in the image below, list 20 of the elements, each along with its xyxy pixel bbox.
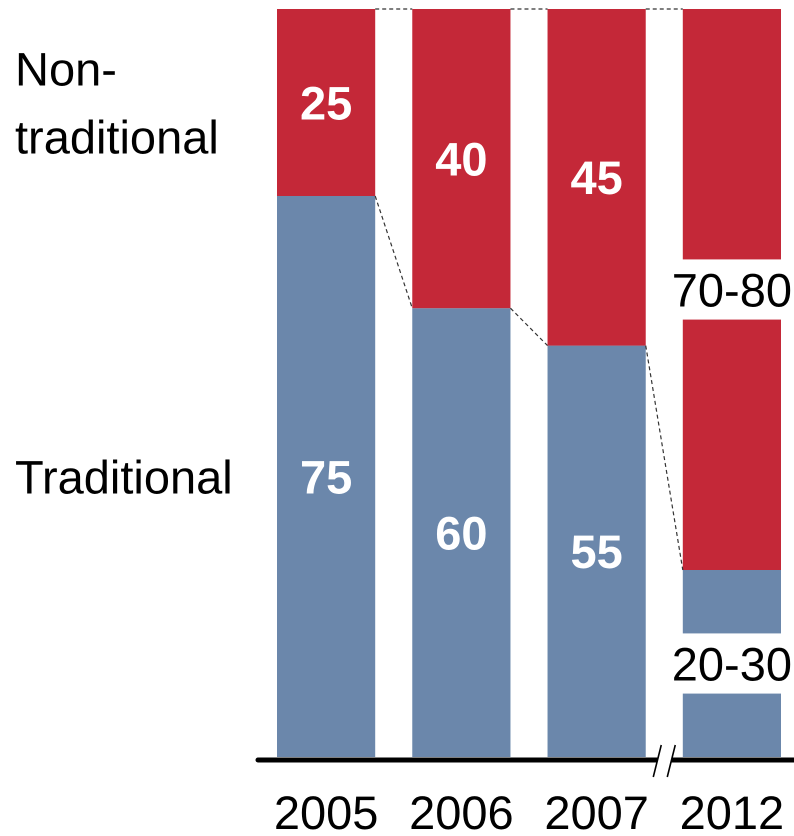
bar xyxy=(277,9,376,196)
data-label: 70-80 xyxy=(672,263,792,316)
series-label: Non-traditional xyxy=(15,42,219,164)
x-tick-label: 2005 xyxy=(274,786,378,836)
data-label: 60 xyxy=(435,506,488,560)
data-label: 40 xyxy=(435,132,488,186)
x-tick-label: 2012 xyxy=(680,786,784,836)
series-label: Traditional xyxy=(15,450,233,504)
data-label: 20-30 xyxy=(672,637,792,690)
bar xyxy=(277,196,376,757)
bar xyxy=(412,308,510,757)
x-tick-label: 2007 xyxy=(544,786,649,836)
data-label: 25 xyxy=(300,76,352,130)
data-label: 75 xyxy=(300,450,352,504)
bar xyxy=(412,9,510,308)
data-label: 45 xyxy=(570,151,623,204)
bar xyxy=(548,9,646,346)
data-label: 55 xyxy=(570,525,623,578)
bar xyxy=(548,346,646,757)
x-tick-label: 2006 xyxy=(409,786,514,836)
